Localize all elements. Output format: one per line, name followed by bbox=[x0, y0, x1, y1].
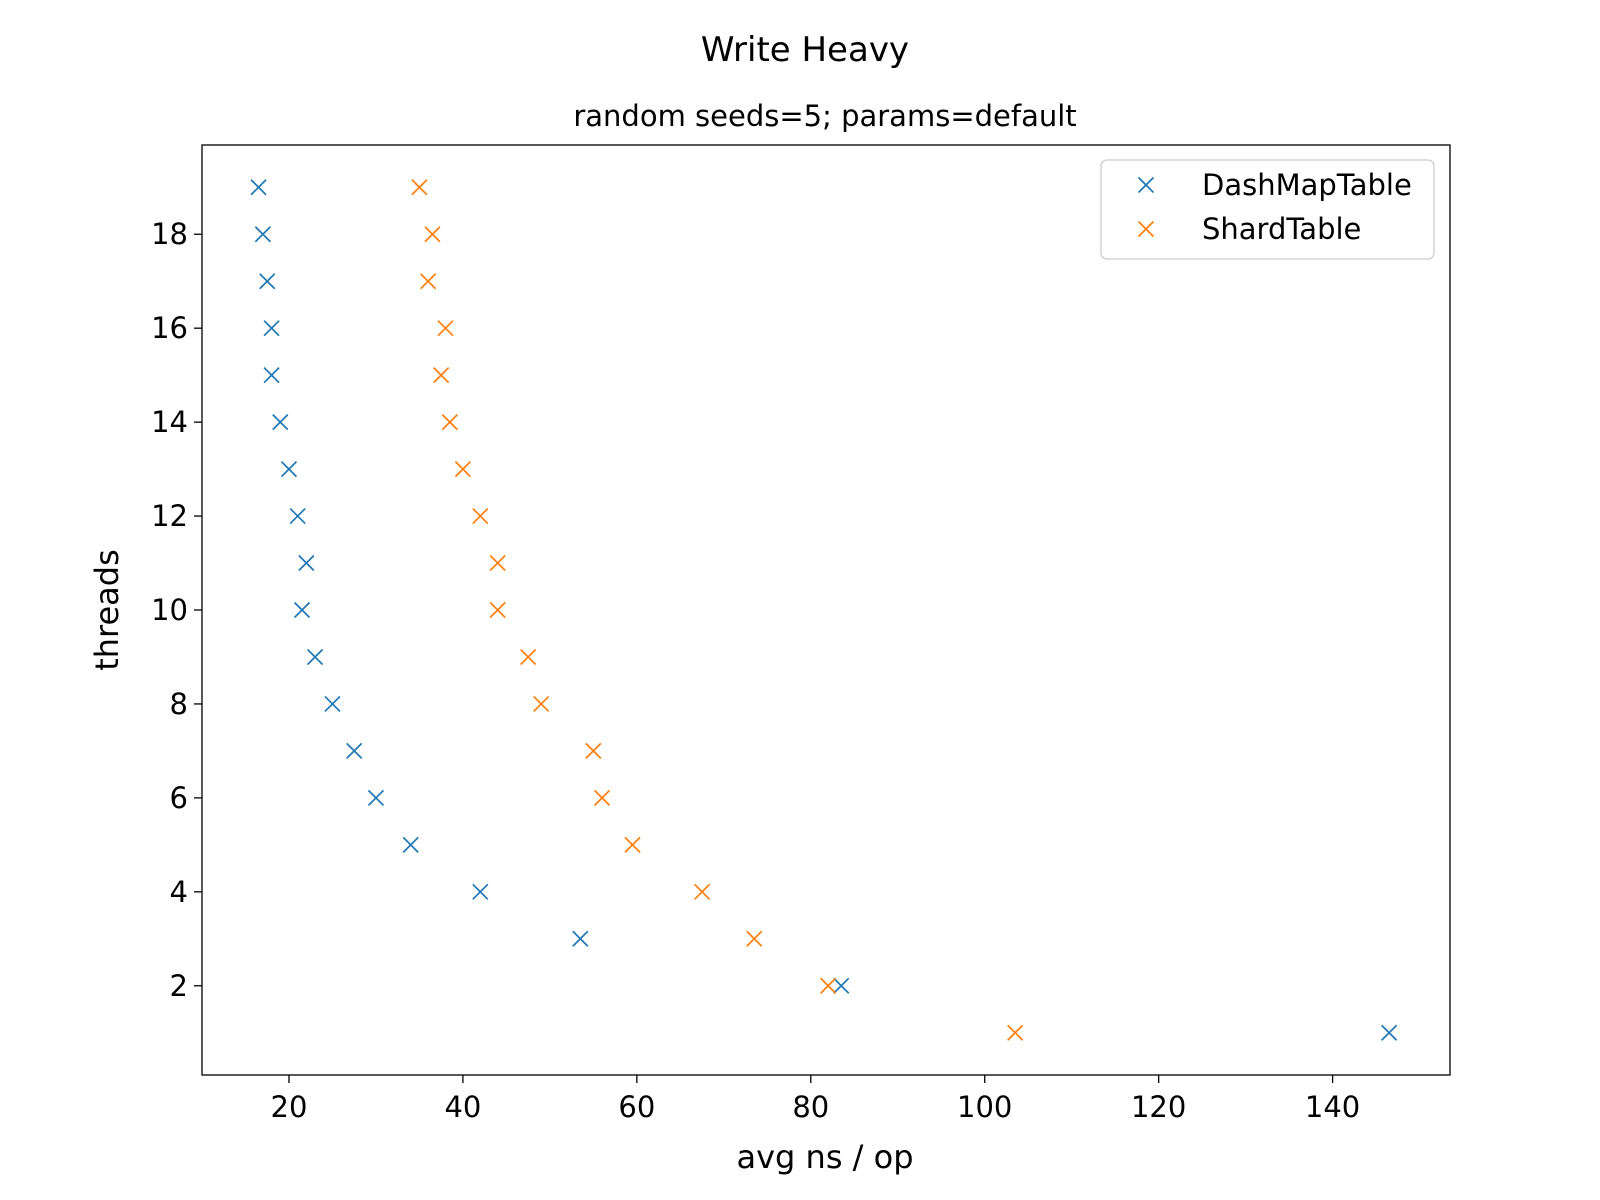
y-axis-label: threads bbox=[88, 549, 126, 671]
x-tick-label: 100 bbox=[957, 1090, 1012, 1124]
data-point bbox=[259, 273, 276, 290]
legend-marker bbox=[1137, 220, 1155, 238]
data-point bbox=[833, 977, 850, 994]
data-point bbox=[263, 320, 280, 337]
data-point bbox=[420, 273, 437, 290]
y-tick-label: 18 bbox=[151, 217, 188, 251]
data-point bbox=[746, 930, 763, 947]
data-point bbox=[533, 695, 550, 713]
data-point bbox=[489, 601, 506, 619]
data-point bbox=[411, 179, 428, 196]
data-point bbox=[289, 507, 306, 525]
legend-label: ShardTable bbox=[1202, 212, 1361, 246]
x-axis: 20 40 60 80 100 120 140 bbox=[271, 1075, 1360, 1124]
legend: DashMapTable ShardTable bbox=[1100, 159, 1435, 260]
x-axis-label: avg ns / op bbox=[737, 1138, 914, 1176]
data-point bbox=[324, 695, 341, 713]
legend-box bbox=[1100, 159, 1435, 260]
data-point bbox=[454, 460, 472, 478]
data-point bbox=[263, 367, 280, 384]
data-point bbox=[402, 836, 419, 853]
data-points bbox=[250, 179, 1398, 1041]
legend-label: DashMapTable bbox=[1202, 168, 1412, 202]
data-point bbox=[572, 930, 589, 947]
y-tick-label: 4 bbox=[170, 875, 188, 909]
data-point bbox=[424, 226, 441, 243]
legend-entries: DashMapTable ShardTable bbox=[1137, 168, 1412, 246]
y-tick-label: 16 bbox=[151, 311, 188, 345]
y-tick-label: 6 bbox=[170, 781, 188, 815]
data-point bbox=[585, 742, 602, 760]
chart-title: Write Heavy bbox=[701, 30, 909, 70]
data-point bbox=[593, 789, 611, 806]
data-point bbox=[472, 507, 489, 525]
data-point bbox=[489, 554, 506, 572]
data-point bbox=[693, 883, 711, 900]
data-point bbox=[293, 601, 311, 619]
y-tick-label: 8 bbox=[170, 687, 188, 721]
data-point bbox=[520, 648, 537, 666]
data-point bbox=[346, 742, 363, 760]
data-point bbox=[433, 367, 450, 384]
data-point bbox=[306, 648, 324, 666]
data-point bbox=[472, 883, 489, 900]
y-tick-label: 10 bbox=[151, 593, 188, 627]
data-point bbox=[280, 460, 298, 478]
data-point bbox=[820, 977, 837, 994]
x-tick-label: 140 bbox=[1305, 1090, 1360, 1124]
plot-area bbox=[201, 144, 1451, 1076]
legend-marker bbox=[1137, 176, 1155, 194]
data-point bbox=[250, 179, 267, 196]
series-dashmaptable bbox=[250, 179, 1398, 1041]
x-tick-label: 20 bbox=[271, 1090, 308, 1124]
x-tick-label: 80 bbox=[792, 1090, 829, 1124]
series-shardtable bbox=[411, 179, 1024, 1041]
data-point bbox=[254, 226, 271, 243]
data-point bbox=[1381, 1024, 1398, 1041]
data-point bbox=[624, 836, 641, 853]
data-point bbox=[367, 789, 385, 806]
data-point bbox=[441, 414, 458, 431]
y-tick-label: 2 bbox=[170, 969, 188, 1003]
data-point bbox=[437, 320, 454, 337]
x-tick-label: 40 bbox=[444, 1090, 481, 1124]
data-point bbox=[298, 554, 315, 572]
y-tick-label: 14 bbox=[151, 405, 188, 439]
x-tick-label: 120 bbox=[1131, 1090, 1186, 1124]
x-tick-label: 60 bbox=[618, 1090, 655, 1124]
data-point bbox=[1007, 1024, 1024, 1041]
y-axis: 2 4 6 8 10 12 14 16 18 bbox=[151, 217, 202, 1003]
data-point bbox=[272, 414, 289, 431]
y-tick-label: 12 bbox=[151, 499, 188, 533]
chart-subtitle: random seeds=5; params=default bbox=[573, 99, 1076, 133]
